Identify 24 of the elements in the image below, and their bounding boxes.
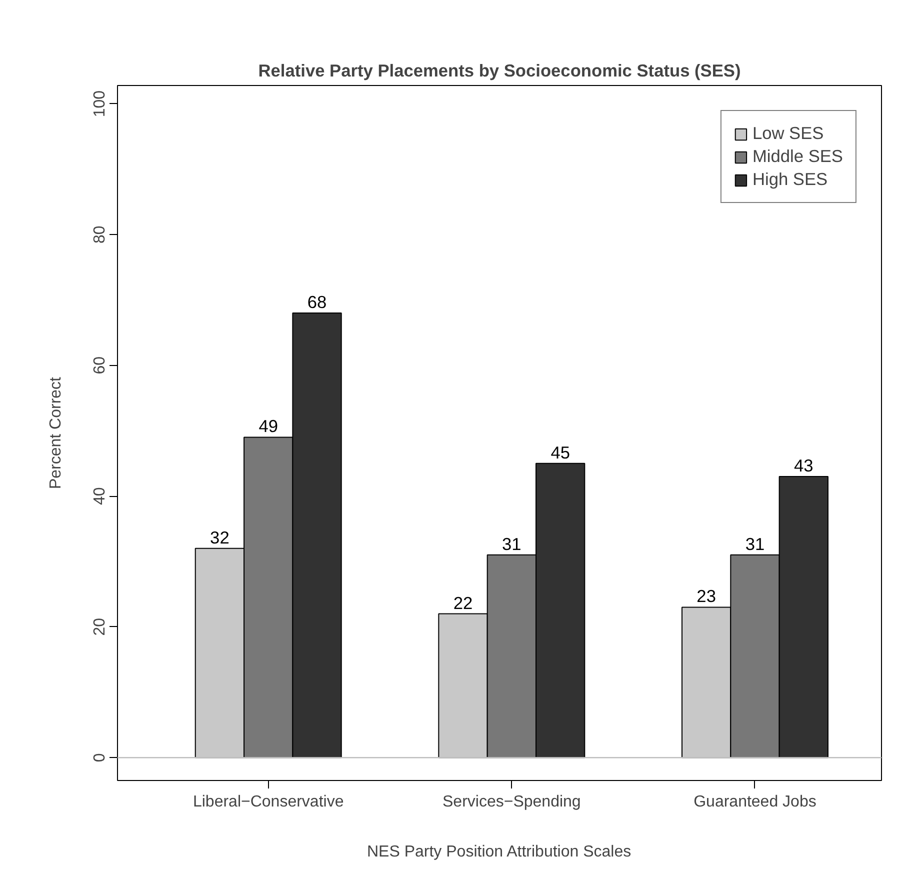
legend-label: Middle SES — [752, 146, 843, 167]
data-label: 31 — [745, 534, 765, 554]
y-tick-label: 100 — [92, 90, 108, 118]
x-tick-label: Liberal−Conservative — [192, 794, 344, 810]
chart-title: Relative Party Placements by Socioeconomic Status (SES) — [258, 60, 741, 80]
data-label: 49 — [258, 416, 278, 436]
y-tick-label: 20 — [92, 618, 108, 636]
y-axis-title: Percent Correct — [48, 376, 64, 490]
y-tick-label: 0 — [92, 753, 108, 762]
x-axis-title: NES Party Position Attribution Scales — [366, 844, 632, 860]
data-label: 22 — [453, 592, 473, 613]
data-label: 43 — [794, 455, 814, 476]
y-tick-label: 40 — [92, 487, 108, 505]
x-tick-label: Guaranteed Jobs — [694, 794, 816, 810]
data-label: 32 — [210, 527, 230, 548]
data-label: 68 — [307, 292, 327, 312]
legend-label: Low SES — [752, 123, 824, 144]
data-label: 31 — [502, 534, 522, 554]
y-tick-label: 60 — [92, 356, 108, 374]
legend-label: High SES — [752, 169, 828, 190]
y-tick-label: 80 — [92, 226, 108, 244]
data-label: 23 — [696, 586, 716, 606]
x-tick-label: Services−Spending — [442, 794, 581, 810]
data-label: 45 — [550, 442, 570, 462]
